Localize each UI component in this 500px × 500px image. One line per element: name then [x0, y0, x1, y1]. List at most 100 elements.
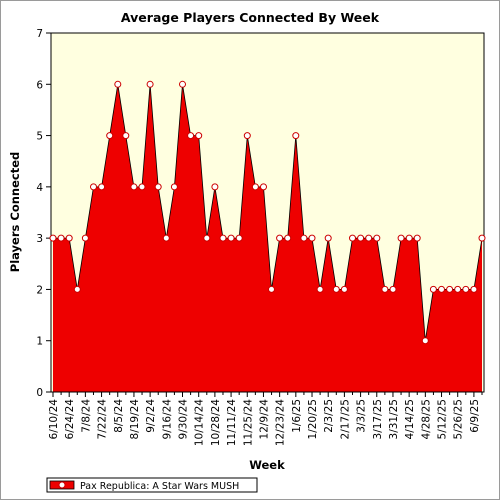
data-point	[138, 183, 146, 191]
data-point	[130, 183, 138, 191]
data-point	[389, 285, 397, 293]
x-tick-label: 6/9/25	[469, 399, 481, 433]
x-tick-label: 5/12/25	[437, 399, 449, 439]
x-tick-label: 3/17/25	[372, 399, 384, 439]
data-point	[260, 183, 267, 191]
data-point	[195, 132, 203, 140]
data-point	[373, 234, 381, 242]
y-tick-label: 0	[36, 387, 43, 399]
data-point	[227, 234, 235, 242]
x-tick-label: 4/14/25	[404, 399, 416, 439]
x-tick-label: 9/30/24	[178, 399, 190, 440]
data-point	[90, 183, 97, 191]
data-point	[65, 234, 73, 242]
data-point	[349, 234, 356, 242]
data-point	[462, 285, 470, 293]
x-tick-label: 10/14/24	[194, 399, 206, 446]
data-point	[324, 234, 332, 242]
data-point	[57, 234, 65, 242]
y-tick-label: 4	[36, 182, 43, 194]
data-point	[292, 132, 300, 140]
data-point	[478, 234, 486, 242]
data-point	[211, 183, 219, 191]
x-tick-label: 7/8/24	[80, 399, 92, 433]
chart-title: Average Players Connected By Week	[121, 10, 380, 25]
legend-box	[46, 477, 258, 493]
data-point	[146, 80, 154, 88]
x-tick-label: 12/9/24	[259, 399, 271, 440]
x-tick-label: 11/25/24	[242, 399, 254, 446]
data-point	[454, 285, 462, 293]
data-point	[357, 234, 365, 242]
data-point	[114, 80, 122, 88]
x-tick-label: 4/28/25	[420, 399, 432, 439]
x-axis: 6/10/24 6/24/24 7/8/24 7/22/24 8/5/24 8/19/24…	[48, 392, 483, 446]
y-tick-label: 5	[36, 131, 43, 143]
x-tick-label: 6/24/24	[64, 399, 76, 440]
data-point	[405, 234, 413, 242]
y-tick-label: 1	[36, 336, 43, 348]
y-axis-title: Players Connected	[8, 152, 22, 272]
data-point	[276, 234, 284, 242]
y-tick-label: 3	[36, 233, 43, 245]
data-point	[162, 234, 170, 242]
data-point	[235, 234, 243, 242]
data-point	[308, 234, 316, 242]
data-point	[300, 234, 308, 242]
legend: Pax Republica: A Star Wars MUSH	[46, 477, 258, 493]
x-tick-label: 8/19/24	[129, 399, 141, 440]
x-tick-label: 3/31/25	[388, 399, 400, 439]
data-point	[421, 337, 429, 345]
data-point	[179, 80, 186, 88]
data-point	[332, 285, 340, 293]
data-point	[219, 234, 227, 242]
x-tick-label: 1/6/25	[291, 399, 303, 433]
legend-marker	[58, 481, 66, 489]
data-point	[316, 285, 324, 293]
data-point	[284, 234, 292, 242]
x-tick-label: 10/28/24	[210, 399, 222, 446]
data-point	[470, 285, 478, 293]
data-point	[397, 234, 405, 242]
data-point	[340, 285, 348, 293]
plot-border	[50, 32, 485, 393]
data-point	[268, 285, 275, 293]
data-point	[365, 234, 373, 242]
data-point	[49, 234, 57, 242]
x-tick-label: 6/10/24	[48, 399, 60, 440]
x-tick-label: 2/17/25	[339, 399, 351, 439]
x-tick-label: 3/3/25	[356, 399, 368, 433]
data-point	[429, 285, 437, 293]
x-tick-label: 5/26/25	[453, 399, 465, 439]
data-point	[81, 234, 89, 242]
x-tick-label: 9/16/24	[161, 399, 173, 440]
x-axis-title: Week	[249, 458, 285, 472]
data-point	[98, 183, 106, 191]
data-point	[251, 183, 259, 191]
data-point	[122, 132, 130, 140]
data-point	[203, 234, 211, 242]
y-tick-label: 7	[36, 28, 43, 40]
legend-label: Pax Republica: A Star Wars MUSH	[80, 481, 239, 492]
data-point	[243, 132, 251, 140]
data-point	[73, 285, 81, 293]
x-tick-label: 2/3/25	[323, 399, 335, 433]
y-axis: 0 1 2 3 4 5 6 7	[36, 28, 51, 399]
data-point	[170, 183, 178, 191]
x-tick-label: 9/2/24	[145, 399, 157, 433]
data-point	[413, 234, 421, 242]
y-tick-label: 6	[36, 79, 43, 91]
y-tick-label: 2	[36, 284, 43, 296]
x-tick-label: 8/5/24	[113, 399, 125, 433]
x-tick-label: 7/22/24	[97, 399, 109, 440]
x-tick-label: 12/23/24	[275, 399, 287, 446]
data-point	[106, 132, 114, 140]
x-tick-label: 11/11/24	[226, 399, 238, 446]
data-point	[154, 183, 162, 191]
data-point	[438, 285, 445, 293]
x-tick-label: 1/20/25	[307, 399, 319, 439]
data-point	[187, 132, 195, 140]
data-point	[381, 285, 389, 293]
marker-layer	[49, 80, 486, 345]
